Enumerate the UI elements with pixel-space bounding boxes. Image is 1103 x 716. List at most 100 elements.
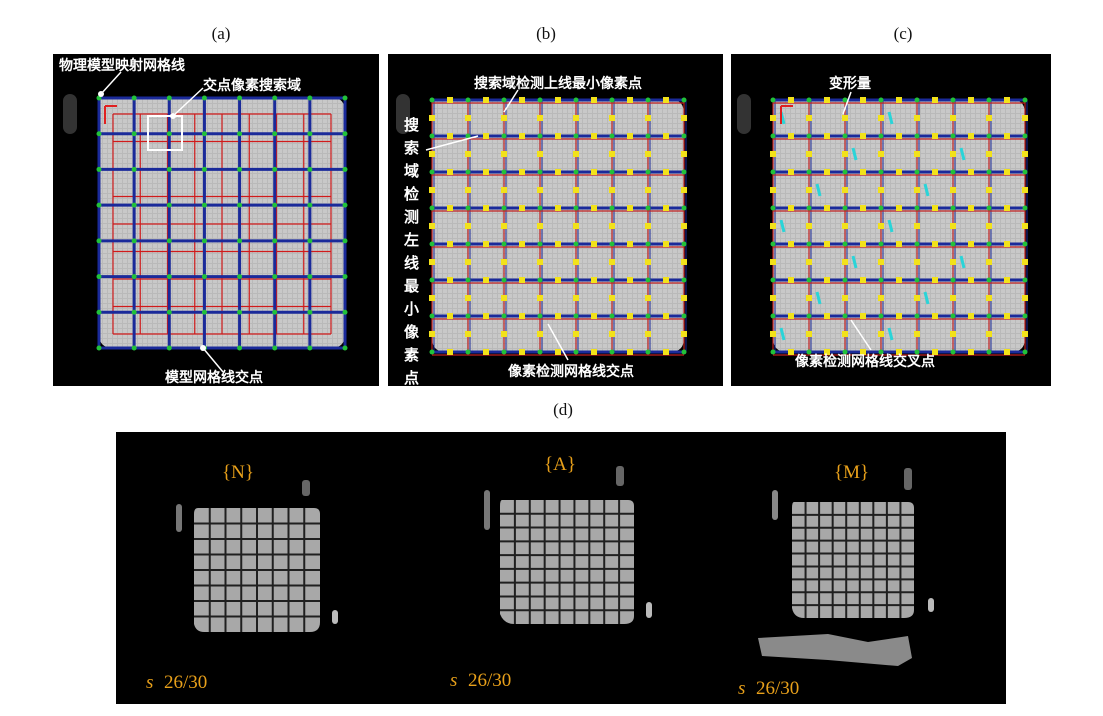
title-n: {N} [222,462,254,483]
cross-node [770,349,776,355]
pointer-dot [200,345,206,351]
min-pixel-point [537,151,543,157]
min-pixel-point [609,223,615,229]
pointer-line [503,89,519,113]
intersection-node [307,95,313,101]
label-left-min-char: 素 [404,346,419,364]
cross-node [681,313,687,319]
intersection-node [96,166,102,172]
min-pixel-point [483,313,489,319]
cross-node [878,133,884,139]
intersection-node [96,274,102,280]
min-pixel-point [896,133,902,139]
intersection-node [166,274,172,280]
min-pixel-point [824,205,830,211]
min-pixel-point [914,115,920,121]
intersection-node [96,309,102,315]
intersection-node [96,238,102,244]
min-pixel-point [483,349,489,355]
cross-node [914,313,920,319]
intersection-node [237,166,243,172]
min-pixel-point [896,277,902,283]
cross-node [914,205,920,211]
intersection-node [272,131,278,137]
min-pixel-point [429,259,435,265]
intersection-node [272,166,278,172]
min-pixel-point [788,241,794,247]
cross-node [609,133,615,139]
cross-node [681,205,687,211]
cross-node [429,313,435,319]
min-pixel-point [878,295,884,301]
slice-prefix-m: s [738,678,745,699]
title-m: {M} [834,462,869,483]
cross-node [465,169,471,175]
min-pixel-point [681,187,687,193]
cross-node [537,313,543,319]
cross-node [950,205,956,211]
title-a: {A} [544,454,576,475]
cross-node [465,241,471,247]
min-pixel-point [968,133,974,139]
cross-node [465,349,471,355]
min-pixel-point [986,115,992,121]
min-pixel-point [1022,187,1028,193]
min-pixel-point [447,133,453,139]
intersection-node [166,345,172,351]
min-pixel-point [932,97,938,103]
min-pixel-point [483,133,489,139]
min-pixel-point [519,277,525,283]
min-pixel-point [681,331,687,337]
cross-node [573,205,579,211]
min-pixel-point [627,97,633,103]
label-left-min-char: 最 [404,277,420,295]
min-pixel-point [878,331,884,337]
min-pixel-point [968,169,974,175]
min-pixel-point [950,151,956,157]
image-n [176,480,338,632]
min-pixel-point [681,259,687,265]
min-pixel-point [824,277,830,283]
cross-node [465,277,471,283]
min-pixel-point [465,295,471,301]
cross-node [609,349,615,355]
min-pixel-point [627,349,633,355]
min-pixel-point [1022,223,1028,229]
min-pixel-point [537,187,543,193]
label-left-min-char: 检 [404,185,419,203]
pointer-line [172,87,204,117]
intersection-node [307,274,313,280]
cross-node [950,97,956,103]
cross-node [806,277,812,283]
label-left-min-char: 左 [403,231,419,249]
min-pixel-point [806,295,812,301]
min-pixel-point [896,205,902,211]
cross-node [842,277,848,283]
min-pixel-point [950,187,956,193]
cross-node [1022,97,1028,103]
cross-node [681,241,687,247]
cross-node [770,277,776,283]
min-pixel-point [519,205,525,211]
intersection-node [201,166,207,172]
min-pixel-point [465,151,471,157]
panel-c-figure: 变形量 像素检测网格线交叉点 [737,75,1028,370]
intersection-node [131,202,137,208]
label-model-intersection: 模型网格线交点 [165,369,263,386]
min-pixel-point [627,277,633,283]
cross-node [986,313,992,319]
min-pixel-point [591,169,597,175]
deformation-arrow [923,291,930,305]
min-pixel-point [609,115,615,121]
label-deformation: 变形量 [829,75,871,92]
label-top-min-pixel: 搜索域检测上线最小像素点 [474,75,642,92]
min-pixel-point [1004,349,1010,355]
min-pixel-point [447,313,453,319]
min-pixel-point [806,187,812,193]
intersection-node [96,345,102,351]
min-pixel-point [501,295,507,301]
cross-node [645,349,651,355]
cross-point-nodes [770,97,1028,355]
min-pixel-point [878,259,884,265]
cross-node [986,241,992,247]
